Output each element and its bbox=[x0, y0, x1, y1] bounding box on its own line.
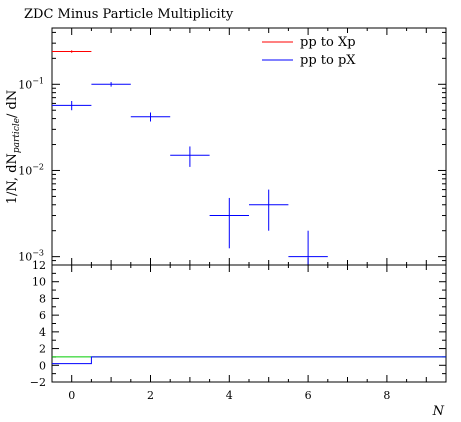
data-point bbox=[52, 50, 92, 53]
y-tick-label-ratio: 6 bbox=[39, 309, 46, 322]
legend: pp to Xp pp to pX bbox=[262, 35, 356, 68]
data-point bbox=[130, 112, 171, 122]
x-tick-label: 0 bbox=[68, 389, 75, 402]
y-tick-label-exp: −3 bbox=[32, 249, 44, 258]
data-point bbox=[209, 197, 249, 249]
data-point bbox=[170, 146, 210, 167]
main-plot-ticks: 10−110−210−3 bbox=[18, 28, 447, 266]
ratio-plot-frame bbox=[51, 264, 447, 383]
legend-label-pp-to-px: pp to pX bbox=[300, 53, 356, 68]
y-tick-label: 10−1 bbox=[18, 76, 44, 91]
y-axis-label: 1/N, dNparticle/ dN bbox=[5, 90, 22, 205]
main-plot-data bbox=[52, 50, 328, 265]
data-point bbox=[249, 189, 289, 231]
chart-title: ZDC Minus Particle Multiplicity bbox=[24, 7, 234, 22]
y-tick-label-exp: −2 bbox=[32, 162, 44, 171]
x-tick-label: 6 bbox=[305, 389, 312, 402]
y-tick-label-ratio: −2 bbox=[30, 376, 46, 389]
legend-label-pp-to-xp: pp to Xp bbox=[300, 35, 356, 50]
data-point bbox=[288, 230, 328, 265]
y-tick-label-base: 10 bbox=[18, 164, 32, 177]
y-tick-label-ratio: 0 bbox=[39, 359, 46, 372]
y-tick-label: 10−2 bbox=[18, 162, 44, 177]
main-plot-frame bbox=[51, 27, 447, 266]
y-tick-label-ratio: 10 bbox=[32, 276, 46, 289]
ratio-plot-ticks: −2 0 2 4 6 8 10 12 bbox=[30, 259, 447, 389]
y-tick-label-base: 10 bbox=[18, 78, 32, 91]
ratio-line bbox=[52, 356, 446, 365]
y-tick-label-ratio: 2 bbox=[39, 343, 46, 356]
x-tick-label: 4 bbox=[226, 389, 233, 402]
y-tick-label-base: 10 bbox=[18, 251, 32, 264]
y-tick-label-ratio: 12 bbox=[32, 259, 46, 272]
x-axis-label: N bbox=[432, 404, 445, 419]
data-point bbox=[91, 82, 131, 87]
y-tick-label-exp: −1 bbox=[32, 76, 44, 85]
y-axis-label-tail: / dN bbox=[5, 90, 20, 118]
x-tick-labels: 0 2 4 6 8 bbox=[68, 389, 390, 402]
x-tick-label: 2 bbox=[147, 389, 154, 402]
y-tick-label-ratio: 4 bbox=[39, 326, 46, 339]
y-axis-label-main: 1/N, dN bbox=[5, 153, 20, 204]
ratio-plot-data bbox=[52, 356, 446, 365]
y-tick-label: 10−3 bbox=[18, 249, 44, 264]
data-point bbox=[52, 100, 92, 111]
y-tick-label-ratio: 8 bbox=[39, 292, 46, 305]
y-axis-label-sub: particle bbox=[12, 118, 22, 153]
x-tick-label: 8 bbox=[383, 389, 390, 402]
